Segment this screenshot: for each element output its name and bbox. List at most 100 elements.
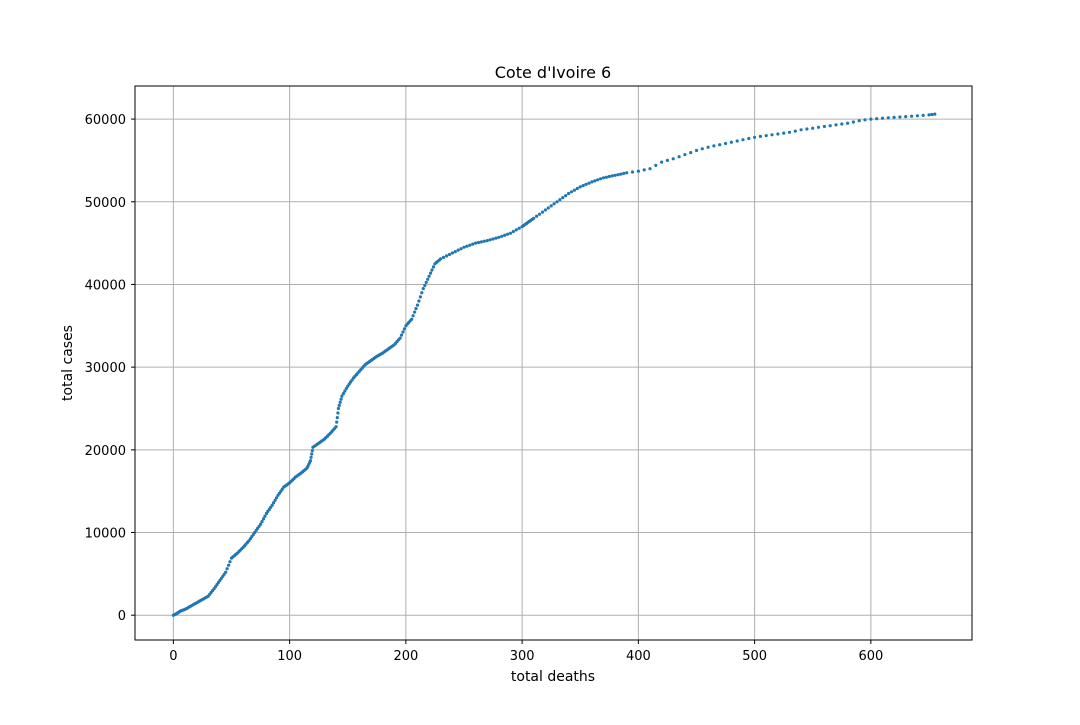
x-tick-label: 400 bbox=[626, 649, 651, 664]
data-point bbox=[341, 392, 345, 396]
data-point bbox=[712, 144, 716, 148]
data-point bbox=[399, 333, 404, 337]
data-point bbox=[225, 567, 229, 571]
data-point bbox=[540, 210, 545, 214]
data-point bbox=[462, 245, 466, 249]
data-point bbox=[834, 123, 838, 127]
y-tick-label: 10000 bbox=[85, 527, 126, 542]
data-point bbox=[343, 389, 347, 393]
data-point bbox=[630, 170, 635, 174]
data-point bbox=[468, 243, 472, 247]
data-point bbox=[648, 167, 652, 171]
data-point bbox=[429, 271, 433, 275]
data-point bbox=[604, 175, 609, 179]
data-point bbox=[274, 496, 279, 500]
x-tick-label: 0 bbox=[169, 649, 177, 664]
data-point bbox=[880, 116, 885, 120]
data-point bbox=[270, 503, 274, 507]
data-point bbox=[930, 112, 934, 117]
data-point bbox=[308, 459, 313, 463]
data-point bbox=[846, 121, 850, 125]
data-point bbox=[339, 397, 343, 401]
data-point bbox=[338, 400, 342, 404]
data-point bbox=[447, 252, 452, 257]
data-point bbox=[465, 244, 469, 248]
x-tick-label: 300 bbox=[510, 649, 535, 664]
data-point bbox=[508, 231, 513, 235]
data-point bbox=[654, 163, 658, 167]
data-point bbox=[558, 198, 562, 202]
data-point bbox=[310, 449, 314, 453]
data-point bbox=[587, 181, 591, 185]
data-point bbox=[706, 145, 710, 149]
data-point bbox=[607, 174, 611, 179]
data-point bbox=[471, 242, 475, 246]
data-point bbox=[869, 117, 873, 121]
data-point bbox=[822, 124, 827, 129]
data-point bbox=[532, 216, 536, 220]
data-point bbox=[500, 234, 504, 238]
data-point bbox=[782, 131, 786, 135]
x-axis-ticks: 0 100 200 300 400 500 600 bbox=[169, 640, 883, 664]
data-point bbox=[427, 274, 431, 278]
data-point bbox=[310, 452, 314, 456]
data-point bbox=[459, 247, 463, 251]
data-point bbox=[398, 336, 402, 340]
data-point bbox=[413, 310, 417, 314]
data-point bbox=[494, 236, 498, 240]
data-point bbox=[340, 394, 344, 398]
y-tick-label: 60000 bbox=[85, 113, 126, 128]
data-point bbox=[683, 153, 687, 157]
data-point bbox=[816, 125, 821, 129]
data-point bbox=[344, 387, 348, 391]
data-point bbox=[260, 520, 264, 524]
data-point bbox=[851, 120, 856, 124]
data-point bbox=[590, 180, 594, 184]
data-point bbox=[336, 406, 340, 411]
data-point bbox=[474, 241, 478, 245]
data-point bbox=[787, 130, 792, 134]
data-point bbox=[424, 280, 428, 284]
x-axis-label: total deaths bbox=[511, 669, 595, 685]
data-point bbox=[776, 132, 780, 136]
y-tick-label: 50000 bbox=[85, 196, 126, 211]
data-point bbox=[619, 172, 623, 176]
data-point bbox=[610, 174, 614, 178]
data-point bbox=[616, 173, 620, 177]
data-point bbox=[581, 184, 585, 188]
data-point bbox=[724, 141, 728, 146]
data-point bbox=[700, 147, 704, 151]
data-point bbox=[764, 134, 768, 138]
data-point bbox=[933, 112, 937, 116]
data-point bbox=[337, 403, 341, 407]
data-point bbox=[584, 182, 588, 186]
data-point bbox=[886, 116, 890, 120]
data-point bbox=[915, 114, 920, 118]
data-point bbox=[497, 235, 501, 239]
data-point bbox=[694, 148, 699, 153]
data-point bbox=[828, 124, 832, 128]
data-point bbox=[555, 200, 559, 204]
data-point bbox=[753, 135, 757, 139]
y-axis-label: total cases bbox=[60, 325, 76, 401]
data-point bbox=[423, 283, 427, 288]
data-point bbox=[575, 186, 579, 191]
data-point bbox=[599, 177, 603, 181]
data-point bbox=[488, 238, 492, 242]
data-point bbox=[482, 239, 486, 243]
data-point bbox=[517, 226, 521, 230]
data-point bbox=[793, 129, 797, 133]
data-point bbox=[431, 265, 436, 269]
data-point bbox=[411, 314, 415, 318]
data-point bbox=[335, 420, 339, 424]
data-point bbox=[420, 291, 424, 295]
plot-frame bbox=[134, 85, 973, 641]
data-point bbox=[758, 134, 763, 138]
data-point bbox=[601, 176, 606, 180]
data-point bbox=[921, 113, 925, 117]
data-point bbox=[718, 143, 722, 147]
data-point bbox=[904, 115, 908, 119]
